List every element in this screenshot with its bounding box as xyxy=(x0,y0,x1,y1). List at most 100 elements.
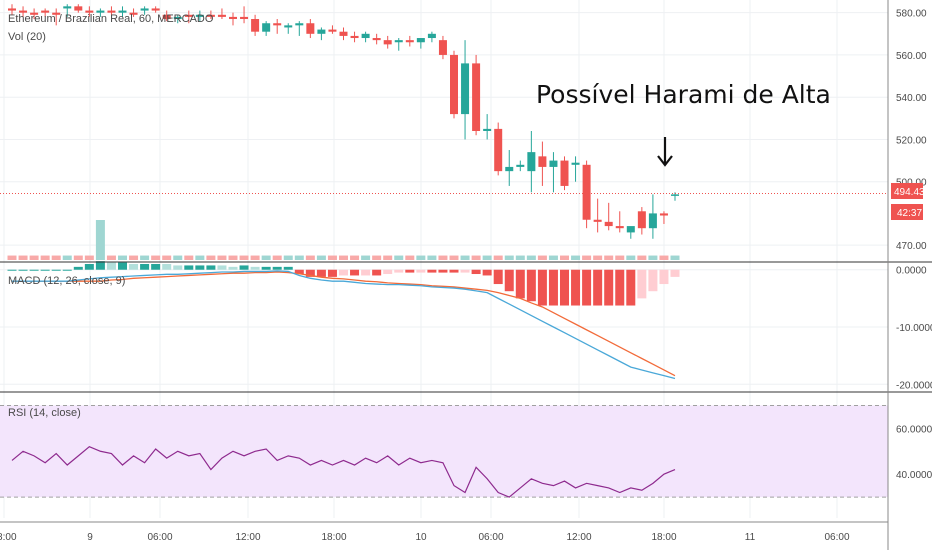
macd-pane[interactable] xyxy=(7,261,680,380)
candle[interactable] xyxy=(604,221,613,227)
volume-bar xyxy=(73,255,83,260)
candle[interactable] xyxy=(472,63,481,131)
candle[interactable] xyxy=(30,12,39,15)
last-price-value: 494.43 xyxy=(894,187,925,198)
macd-histogram-bar xyxy=(283,266,293,270)
macd-histogram-bar xyxy=(129,264,139,270)
candle[interactable] xyxy=(527,152,536,172)
candle[interactable] xyxy=(229,16,237,20)
candle[interactable] xyxy=(383,40,392,45)
candle[interactable] xyxy=(361,33,370,39)
signal-line[interactable] xyxy=(12,271,676,377)
volume-bar xyxy=(95,220,105,260)
candle[interactable] xyxy=(438,40,447,55)
candle[interactable] xyxy=(162,14,171,20)
candle[interactable] xyxy=(637,211,646,229)
volume-bar xyxy=(659,255,669,260)
candle[interactable] xyxy=(538,156,547,167)
volume-bar xyxy=(140,255,150,260)
candle[interactable] xyxy=(8,8,16,11)
candle[interactable] xyxy=(251,19,260,32)
candle[interactable] xyxy=(494,128,503,172)
candle[interactable] xyxy=(151,8,160,11)
candle[interactable] xyxy=(483,128,492,131)
macd-histogram-bar xyxy=(526,269,536,302)
candle[interactable] xyxy=(671,194,679,196)
candle[interactable] xyxy=(615,226,624,229)
candle[interactable] xyxy=(350,35,359,39)
candle[interactable] xyxy=(184,14,193,17)
candle[interactable] xyxy=(284,25,293,28)
macd-histogram-bar xyxy=(151,264,161,270)
candle[interactable] xyxy=(217,14,226,17)
macd-histogram-bar xyxy=(648,269,658,292)
candle[interactable] xyxy=(19,10,28,13)
candle[interactable] xyxy=(339,31,348,36)
price-pane[interactable] xyxy=(0,4,888,239)
candle[interactable] xyxy=(416,38,425,43)
candle[interactable] xyxy=(41,10,50,13)
candle[interactable] xyxy=(648,213,657,229)
candle[interactable] xyxy=(63,6,72,9)
candle[interactable] xyxy=(85,10,94,13)
macd-histogram-bar xyxy=(471,269,481,275)
volume-bar xyxy=(18,255,28,260)
candle[interactable] xyxy=(118,10,127,13)
candle[interactable] xyxy=(505,166,514,172)
macd-histogram-bar xyxy=(84,264,94,270)
volume-bar xyxy=(427,255,437,260)
macd-histogram-bar xyxy=(305,269,315,277)
candle[interactable] xyxy=(560,160,569,186)
candle[interactable] xyxy=(571,162,580,165)
candle[interactable] xyxy=(516,164,525,167)
macd-line[interactable] xyxy=(12,270,676,380)
x-tick-label: 18:00 xyxy=(321,532,346,543)
candle[interactable] xyxy=(328,29,337,32)
candle[interactable] xyxy=(317,29,326,34)
volume-bar xyxy=(294,255,304,260)
candle[interactable] xyxy=(626,226,635,233)
candle[interactable] xyxy=(593,219,602,222)
candle[interactable] xyxy=(295,23,304,26)
candle[interactable] xyxy=(306,23,315,34)
volume-bar xyxy=(51,255,61,260)
candle[interactable] xyxy=(173,16,182,20)
macd-title: MACD (12, 26, close, 9) xyxy=(8,275,125,287)
macd-histogram-bar xyxy=(106,262,116,270)
candle[interactable] xyxy=(394,40,403,43)
candle[interactable] xyxy=(96,10,105,13)
macd-histogram-bar xyxy=(383,269,393,275)
x-tick-label: 12:00 xyxy=(235,532,260,543)
volume-bar xyxy=(504,255,514,260)
macd-histogram-bar xyxy=(637,269,647,299)
rsi-line[interactable] xyxy=(11,445,676,498)
candle[interactable] xyxy=(195,14,204,17)
candle[interactable] xyxy=(206,14,215,17)
candle[interactable] xyxy=(461,63,470,115)
candle[interactable] xyxy=(549,160,558,167)
candle[interactable] xyxy=(372,38,381,41)
volume-bar xyxy=(626,255,636,260)
candle[interactable] xyxy=(240,16,249,20)
candle[interactable] xyxy=(405,40,414,43)
candle[interactable] xyxy=(582,164,591,220)
macd-histogram-bar xyxy=(571,269,581,306)
candle[interactable] xyxy=(450,54,458,115)
candle[interactable] xyxy=(74,6,83,11)
macd-histogram-bar xyxy=(593,269,603,306)
volume-bar xyxy=(7,255,17,260)
candle[interactable] xyxy=(273,23,282,26)
candle[interactable] xyxy=(129,12,138,15)
macd-histogram-bar xyxy=(438,269,448,273)
candle[interactable] xyxy=(52,12,61,15)
candle[interactable] xyxy=(107,10,116,13)
candle[interactable] xyxy=(427,33,436,39)
macd-histogram-bar xyxy=(670,269,680,277)
candle[interactable] xyxy=(140,8,149,11)
candle[interactable] xyxy=(262,23,271,32)
candle[interactable] xyxy=(659,213,668,216)
macd-histogram-bar xyxy=(118,262,127,270)
rsi-pane[interactable] xyxy=(0,404,888,498)
